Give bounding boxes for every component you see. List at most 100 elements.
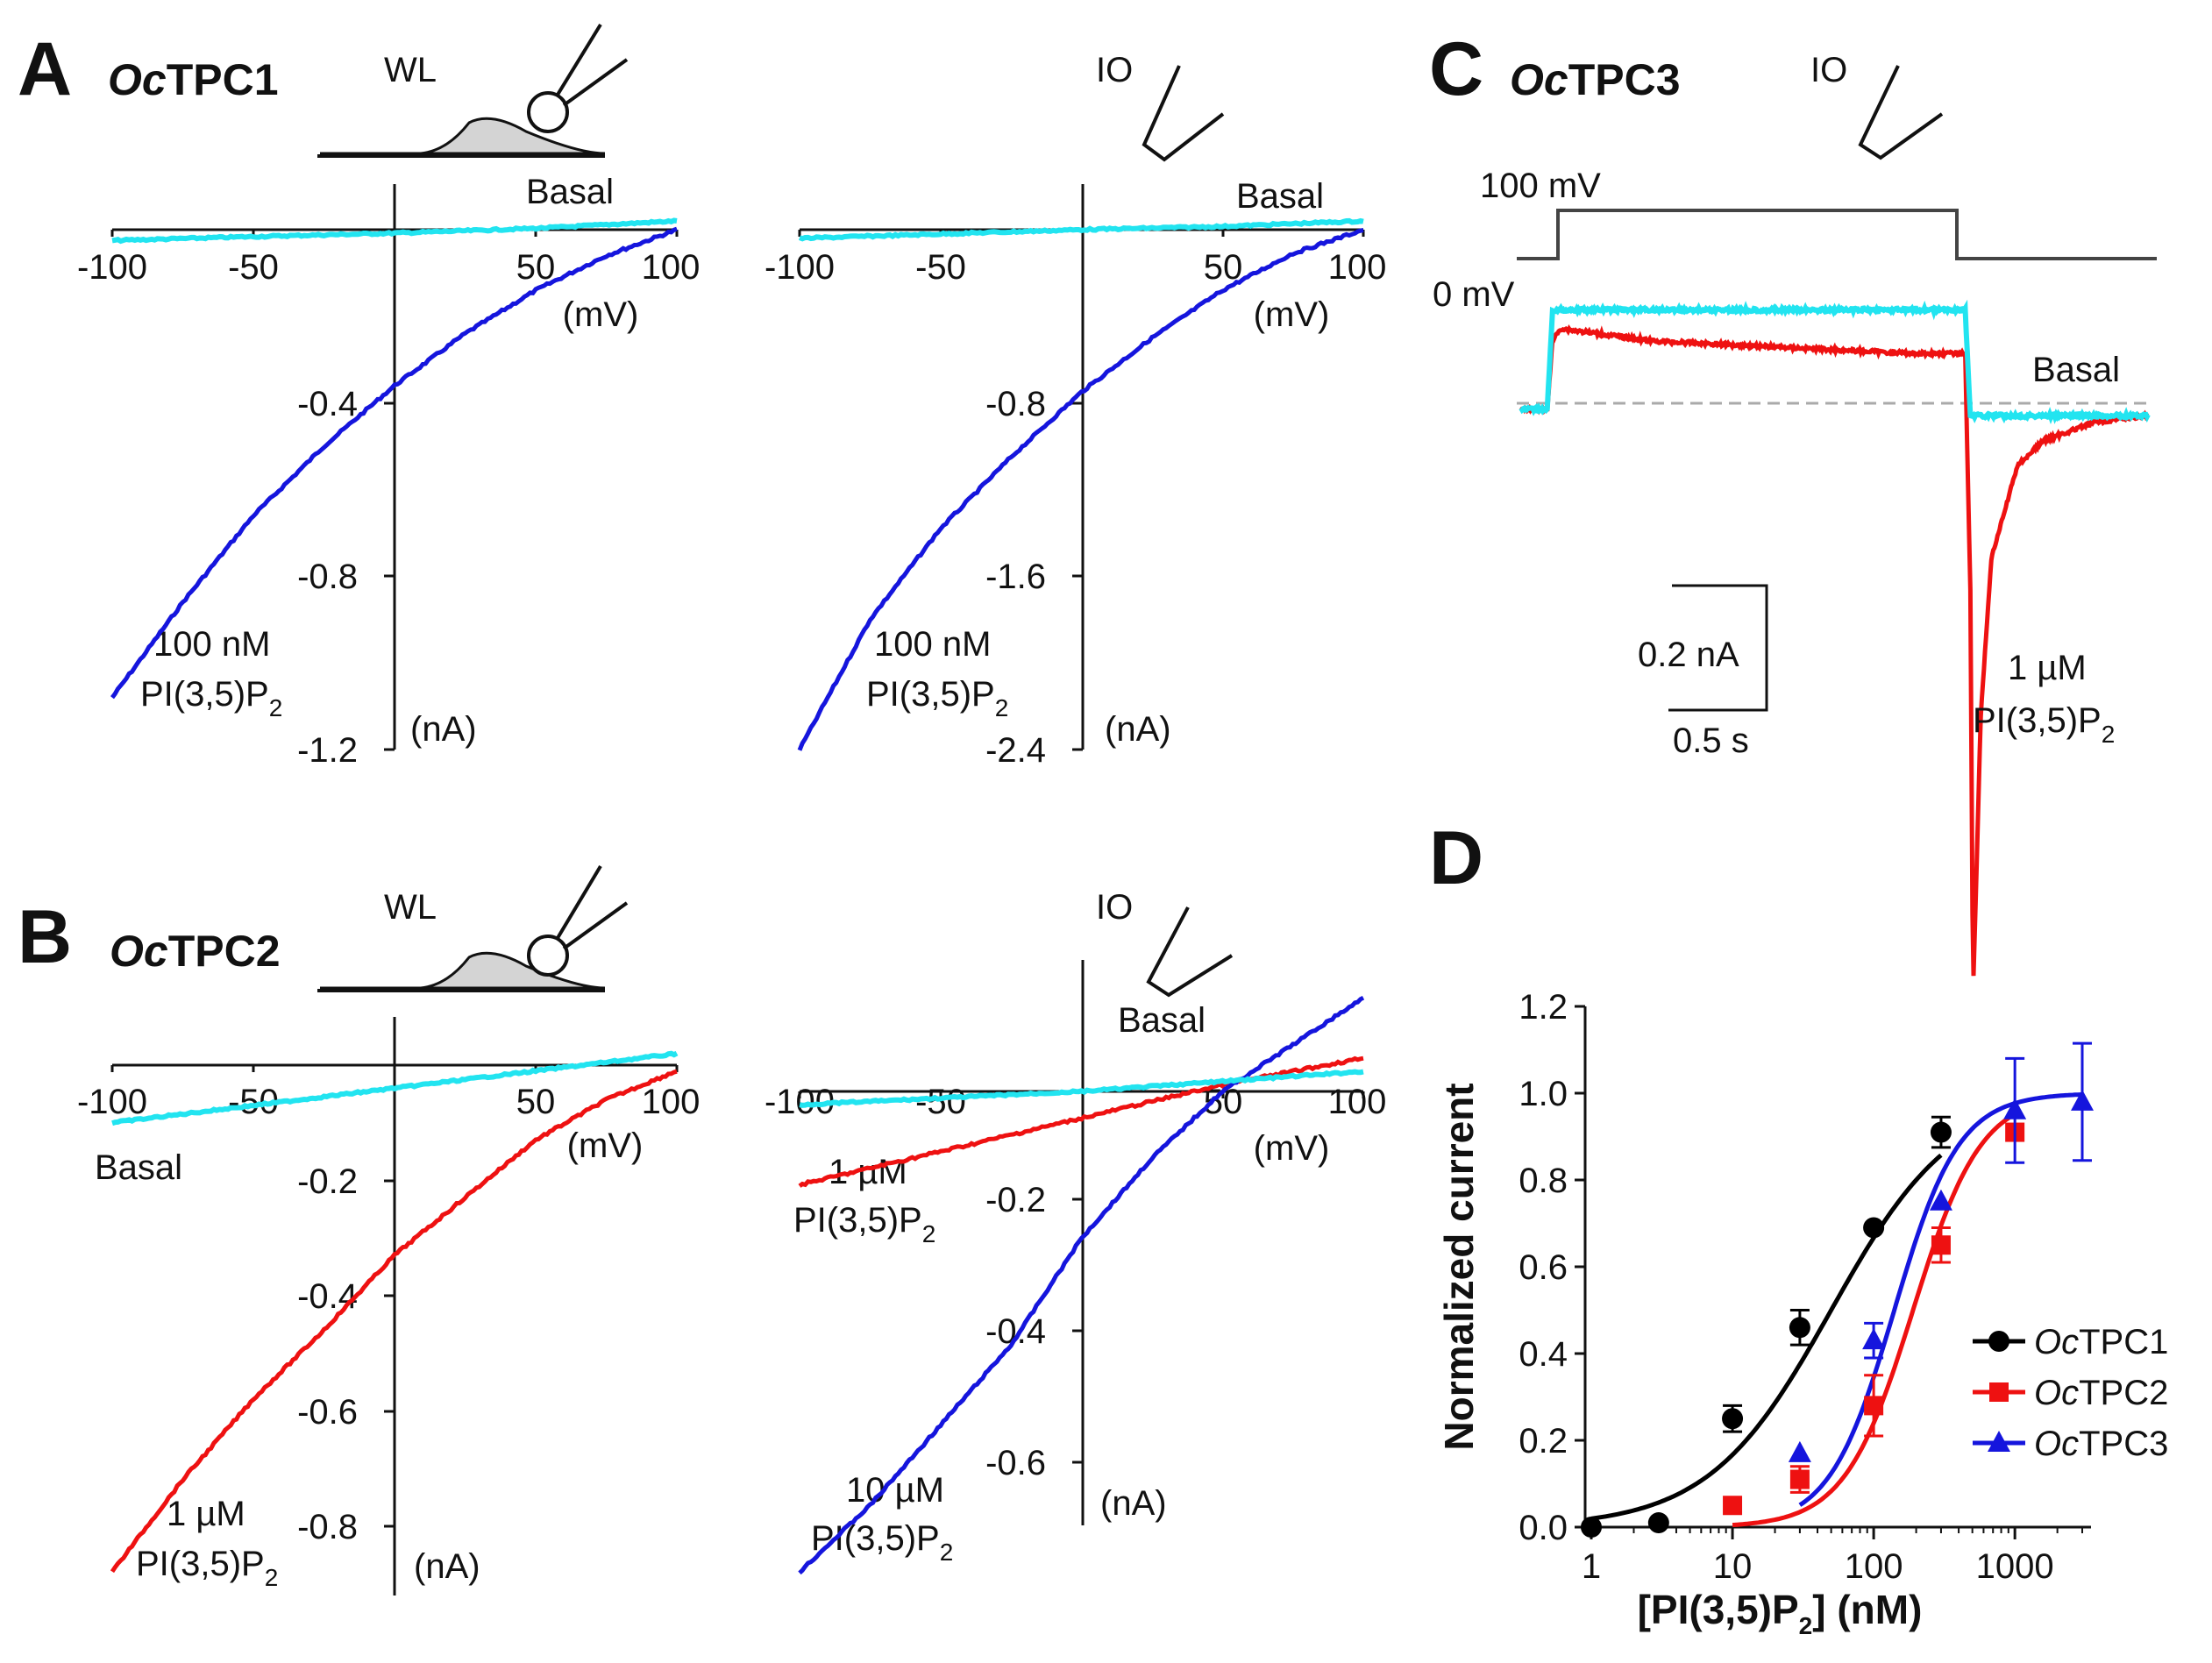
panel-b-gene-prefix: Oc bbox=[110, 927, 168, 976]
y-tick-label: -0.4 bbox=[985, 1312, 1046, 1351]
panel-c-gene-prefix: Oc bbox=[1510, 55, 1568, 104]
basal-current-trace bbox=[799, 1069, 1364, 1108]
legend-label: OcTPC3 bbox=[2034, 1425, 2168, 1463]
data-point bbox=[1581, 1517, 1602, 1538]
legend-marker bbox=[1988, 1331, 2009, 1352]
fit-curve-OcTPC2 bbox=[1732, 1112, 2016, 1527]
legend-label: OcTPC1 bbox=[2034, 1323, 2168, 1361]
basal-label: Basal bbox=[2032, 351, 2120, 389]
panel-a-label: A bbox=[18, 27, 72, 111]
current-trace-plot: Basal 0.2 nA 0.5 s 1 µM PI(3,5)P2 bbox=[1517, 299, 2152, 977]
data-point bbox=[1929, 1189, 1952, 1211]
y-tick-marks bbox=[384, 402, 395, 751]
pip2-label: PI(3,5)P2 bbox=[866, 675, 1008, 721]
iv-plot-b-left: -100 -50 50 100 (mV) -0.2 -0.4 -0.6 -0.8… bbox=[77, 1017, 700, 1595]
marker-triangle bbox=[1862, 1328, 1886, 1350]
x-tick-label: -100 bbox=[77, 248, 147, 287]
marker-triangle bbox=[2071, 1089, 2094, 1111]
legend: OcTPC1 OcTPC2 OcTPC3 bbox=[1973, 1323, 2168, 1463]
panel-c-label: C bbox=[1429, 27, 1483, 111]
y-unit-label: (nA) bbox=[1105, 710, 1171, 749]
data-point bbox=[2071, 1041, 2094, 1162]
panel-b-gene-suffix: TPC2 bbox=[168, 927, 281, 976]
y-tick-label: -1.2 bbox=[297, 731, 358, 770]
data-point bbox=[1647, 1512, 1669, 1534]
panel-a-io-label: IO bbox=[1096, 51, 1133, 89]
pip2-conc-low-label: 1 µM bbox=[829, 1153, 907, 1191]
marker-square bbox=[1789, 1469, 1810, 1489]
x-tick-label: 10 bbox=[1713, 1547, 1753, 1586]
voltage-high-label: 100 mV bbox=[1480, 167, 1601, 205]
x-tick-label: -100 bbox=[765, 248, 835, 287]
legend-label: OcTPC2 bbox=[2034, 1374, 2168, 1412]
iv-plot-a-left: -100 -50 50 100 (mV) -0.4 -0.8 -1.2 (nA)… bbox=[77, 173, 700, 770]
fit-curve-OcTPC3 bbox=[1798, 1092, 2083, 1507]
pip2-conc-label: 1 µM bbox=[167, 1495, 245, 1533]
basal-label: Basal bbox=[526, 173, 614, 211]
scale-current-label: 0.2 nA bbox=[1638, 636, 1739, 674]
panel-b-label: B bbox=[18, 895, 72, 979]
data-point bbox=[1864, 1374, 1884, 1438]
pip2-current-trace bbox=[1519, 324, 2150, 977]
y-tick-label: 0.2 bbox=[1519, 1422, 1568, 1460]
cell-pipette-icon bbox=[317, 864, 629, 992]
panel-a-title: OcTPC1 bbox=[108, 55, 279, 104]
x-tick-label: 50 bbox=[516, 1083, 556, 1121]
legend-marker bbox=[1989, 1382, 2009, 1402]
x-ticks: 1 10 100 1000 bbox=[1582, 1527, 2083, 1586]
scale-bar bbox=[1668, 584, 1768, 712]
y-tick-label: -0.8 bbox=[985, 385, 1046, 423]
data-point bbox=[1862, 1321, 1886, 1360]
y-tick-label: 1.2 bbox=[1519, 988, 1568, 1027]
y-tick-marks bbox=[1072, 1198, 1083, 1464]
basal-label: Basal bbox=[1236, 177, 1324, 216]
y-unit-label: (nA) bbox=[1100, 1484, 1167, 1523]
legend-entry: OcTPC2 bbox=[1973, 1374, 2168, 1412]
data-point bbox=[1788, 1440, 1811, 1462]
y-tick-label: -2.4 bbox=[985, 731, 1046, 770]
y-tick-label: -0.6 bbox=[985, 1444, 1046, 1482]
y-tick-label: -0.2 bbox=[985, 1181, 1046, 1219]
marker-circle bbox=[1789, 1317, 1810, 1339]
pip2-current-trace bbox=[797, 228, 1364, 751]
voltage-protocol: 100 mV 0 mV bbox=[1433, 167, 2157, 314]
y-tick-label: -1.6 bbox=[985, 558, 1046, 596]
legend-entry: OcTPC1 bbox=[1973, 1323, 2168, 1361]
basal-current-trace bbox=[111, 1050, 679, 1126]
pip2-label: PI(3,5)P2 bbox=[140, 675, 282, 721]
voltage-low-label: 0 mV bbox=[1433, 275, 1515, 314]
marker-triangle bbox=[1788, 1440, 1811, 1462]
y-unit-label: (nA) bbox=[414, 1547, 480, 1586]
dose-response-plot: 0.0 0.2 0.4 0.6 0.8 1.0 1.2 1 10 100 1000 Normali… bbox=[1436, 988, 2168, 1639]
pip2-current-trace bbox=[110, 226, 678, 700]
x-tick-label: -50 bbox=[915, 1083, 966, 1121]
marker-square bbox=[1931, 1235, 1951, 1255]
y-unit-label: (nA) bbox=[410, 710, 477, 749]
excised-pipette-icon bbox=[1142, 65, 1225, 162]
y-tick-label: 0.8 bbox=[1519, 1162, 1568, 1200]
data-point bbox=[1722, 1404, 1744, 1433]
basal-label: Basal bbox=[95, 1148, 182, 1187]
marker-triangle bbox=[1929, 1189, 1952, 1211]
scale-time-label: 0.5 s bbox=[1673, 721, 1749, 760]
x-tick-label: 1000 bbox=[1976, 1547, 2054, 1586]
pip2-label: PI(3,5)P2 bbox=[793, 1201, 935, 1247]
y-tick-label: -0.2 bbox=[297, 1162, 358, 1201]
legend-entry: OcTPC3 bbox=[1973, 1425, 2168, 1463]
y-tick-marks bbox=[384, 1179, 395, 1528]
marker-circle bbox=[1581, 1517, 1602, 1538]
data-point bbox=[2003, 1056, 2027, 1164]
voltage-step-line bbox=[1517, 209, 2157, 260]
panel-b-wl-label: WL bbox=[384, 888, 437, 927]
y-tick-label: 1.0 bbox=[1519, 1075, 1568, 1113]
x-tick-label: -100 bbox=[77, 1083, 147, 1121]
iv-plot-a-right: -100 -50 50 100 (mV) -0.8 -1.6 -2.4 (nA)… bbox=[765, 177, 1386, 770]
panel-b-io-label: IO bbox=[1096, 888, 1133, 927]
data-point bbox=[1931, 1226, 1951, 1264]
pip2-10uM-current-trace bbox=[798, 995, 1365, 1575]
marker-triangle bbox=[2003, 1098, 2027, 1119]
x-unit-label: (mV) bbox=[563, 295, 639, 334]
pip2-label: PI(3,5)P2 bbox=[136, 1545, 278, 1591]
marker-circle bbox=[1863, 1217, 1885, 1239]
